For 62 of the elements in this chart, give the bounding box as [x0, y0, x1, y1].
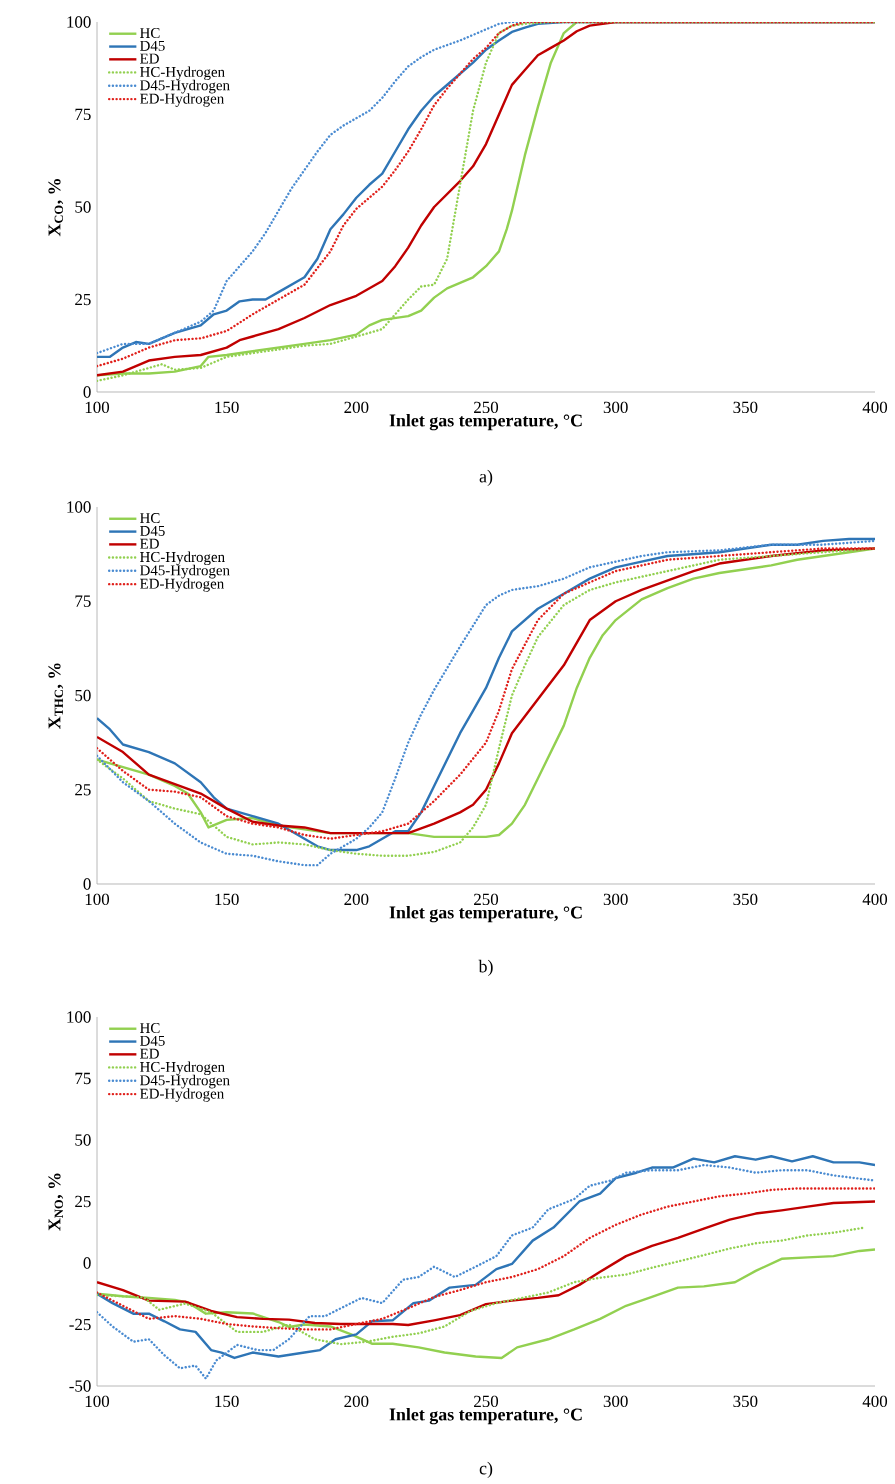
x-tick-label: 400: [862, 401, 888, 414]
legend-label: D45-Hydrogen: [140, 1074, 230, 1089]
y-tick-label: 50: [75, 689, 91, 702]
y-tick-label: 75: [75, 1072, 91, 1085]
y-tick-label: 25: [75, 784, 91, 796]
legend-label: D45-Hydrogen: [140, 79, 230, 94]
legend-label: ED: [140, 1048, 159, 1059]
x-tick-label: 400: [862, 1395, 888, 1408]
x-tick-label: 250: [474, 893, 499, 906]
x-tick-label: 300: [603, 401, 628, 414]
legend-label: ED-Hydrogen: [140, 1088, 225, 1102]
y-axis-title: X$_{THC}$, %: [48, 663, 64, 729]
x-tick-label: 250: [474, 401, 499, 414]
y-tick-label: 75: [75, 108, 91, 121]
text: b): [478, 959, 493, 977]
x-axis-title: Inlet gas temperature, °C: [389, 413, 582, 431]
y-tick-label: 25: [75, 293, 91, 306]
x-axis-title: Inlet gas temperature, °C: [389, 905, 582, 923]
y-tick-label: 0: [83, 386, 91, 398]
x-tick-label: 150: [215, 893, 239, 906]
x-tick-label: 350: [733, 893, 758, 906]
y-tick-label: 100: [67, 501, 91, 513]
y-tick-label: 25: [75, 1195, 91, 1208]
legend-label: ED-Hydrogen: [140, 93, 225, 107]
legend-label: D45: [140, 525, 165, 536]
y-tick-label: 100: [67, 1011, 91, 1023]
y-tick-label: 100: [67, 16, 91, 28]
legend-label: D45: [140, 40, 165, 51]
x-tick-label: 350: [733, 401, 758, 414]
legend-label: ED: [140, 53, 159, 64]
y-axis-title: X$_{NO}$, %: [48, 1173, 64, 1231]
y-tick-label: 75: [75, 595, 91, 607]
legend-label: HC: [140, 1023, 160, 1034]
text: a): [479, 469, 493, 487]
legend-label: D45: [140, 1035, 165, 1046]
x-axis-title: Inlet gas temperature, °C: [389, 1407, 582, 1425]
x-tick-label: 150: [215, 401, 239, 414]
x-tick-label: 300: [603, 893, 628, 906]
legend-label: HC-Hydrogen: [140, 66, 225, 81]
y-tick-label: -25: [69, 1318, 91, 1331]
x-tick-label: 400: [862, 893, 888, 906]
legend-label: ED-Hydrogen: [140, 578, 225, 592]
y-axis-title: X$_{CO}$, %: [48, 179, 64, 237]
y-tick-label: 50: [75, 1134, 91, 1146]
y-tick-label: 50: [75, 201, 91, 213]
x-tick-label: 200: [344, 893, 369, 906]
x-tick-label: 200: [344, 401, 369, 414]
text: c): [479, 1461, 493, 1479]
legend-label: ED: [140, 538, 159, 549]
legend-label: HC-Hydrogen: [140, 551, 225, 566]
y-tick-label: 0: [83, 878, 91, 890]
legend-label: HC: [140, 513, 160, 524]
y-tick-label: -50: [69, 1380, 91, 1392]
legend-label: HC: [140, 28, 160, 39]
x-tick-label: 150: [215, 1395, 239, 1408]
x-tick-label: 250: [474, 1395, 499, 1408]
legend-label: D45-Hydrogen: [140, 564, 230, 579]
x-tick-label: 350: [733, 1395, 758, 1408]
y-tick-label: 0: [83, 1257, 91, 1269]
legend-label: HC-Hydrogen: [140, 1061, 225, 1076]
x-tick-label: 300: [603, 1395, 628, 1408]
x-tick-label: 200: [344, 1395, 369, 1408]
